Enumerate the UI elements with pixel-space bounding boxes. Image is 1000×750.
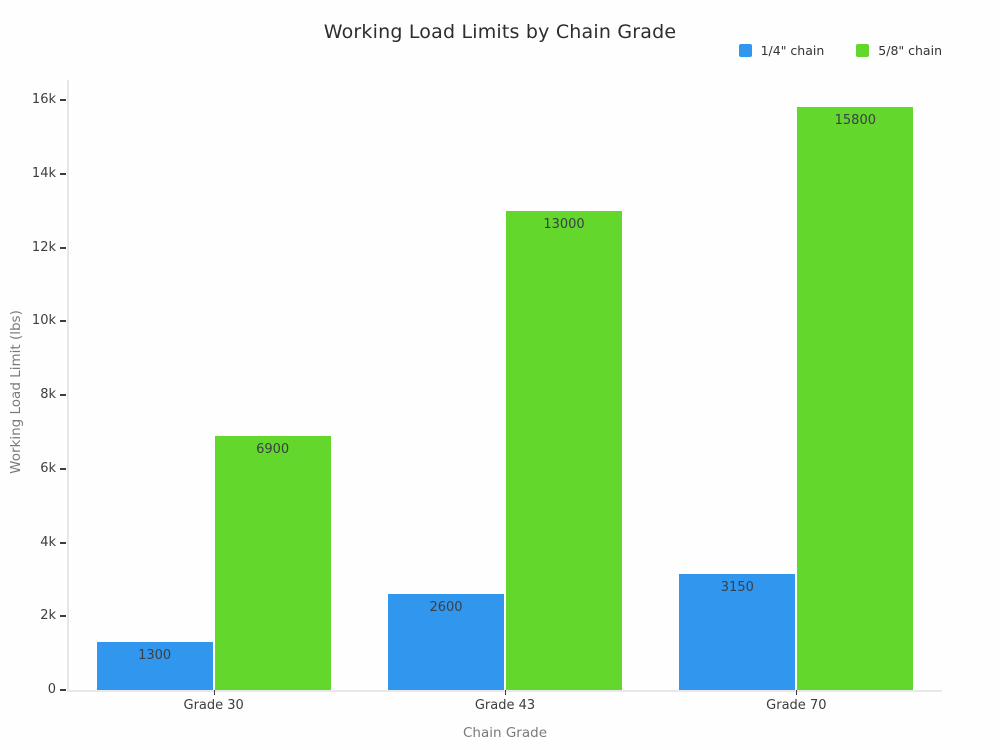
y-tick-label: 4k [40, 534, 56, 550]
legend-label: 5/8" chain [878, 43, 942, 58]
y-tick-mark [60, 689, 66, 691]
y-tick-mark [60, 615, 66, 618]
bar-value-label: 13000 [543, 216, 585, 232]
bar-value-label: 1300 [138, 648, 172, 664]
x-tick-label: Grade 70 [766, 698, 827, 713]
y-tick-label: 8k [40, 387, 56, 402]
bar-value-label: 3150 [720, 579, 754, 595]
legend-item-quarter-chain[interactable]: 1/4" chain [738, 43, 825, 58]
bar-quarter-chain[interactable]: 2600 [388, 594, 504, 690]
x-tick-label: Grade 30 [183, 698, 244, 713]
y-tick-label: 2k [40, 608, 56, 624]
bar-quarter-chain[interactable]: 1300 [96, 642, 213, 690]
bar-five-eighth-chain[interactable]: 15800 [797, 107, 914, 690]
y-axis-title: Working Load Limit (lbs) [8, 310, 24, 474]
y-tick-label: 16k [31, 92, 56, 107]
x-axis-title: Chain Grade [462, 725, 547, 741]
legend-item-five-eighth-chain[interactable]: 5/8" chain [856, 43, 942, 58]
bar-quarter-chain[interactable]: 3150 [679, 573, 796, 690]
chart-title: Working Load Limits by Chain Grade [323, 21, 677, 43]
bar-value-label: 15800 [834, 113, 876, 129]
y-axis-line [67, 80, 69, 690]
x-axis-line [67, 690, 942, 692]
x-tick-mark [213, 690, 215, 695]
y-tick-mark [60, 467, 66, 470]
legend-label: 1/4" chain [760, 43, 825, 58]
bar-value-label: 2600 [429, 600, 463, 616]
bar-value-label: 6900 [256, 441, 290, 457]
y-tick-mark [60, 320, 66, 323]
y-tick-mark [60, 246, 66, 249]
y-tick-mark [60, 99, 66, 101]
y-tick-mark [60, 394, 66, 396]
y-tick-label: 14k [31, 165, 56, 181]
y-tick-label: 0 [47, 682, 56, 697]
y-tick-label: 10k [31, 313, 56, 329]
legend-swatch-icon [738, 44, 752, 57]
y-tick-label: 12k [31, 239, 56, 255]
bar-five-eighth-chain[interactable]: 6900 [214, 435, 331, 690]
legend-swatch-icon [856, 44, 870, 57]
x-tick-mark [505, 690, 506, 695]
bar-five-eighth-chain[interactable]: 13000 [506, 210, 622, 690]
y-tick-label: 6k [40, 460, 56, 476]
y-tick-mark [60, 172, 66, 175]
x-tick-label: Grade 43 [474, 698, 536, 713]
legend: 1/4" chain 5/8" chain [738, 43, 942, 58]
x-tick-mark [796, 690, 798, 695]
y-tick-mark [60, 541, 66, 544]
